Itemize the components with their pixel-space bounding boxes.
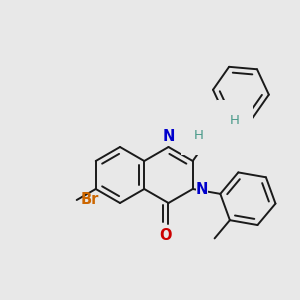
Text: N: N [162,129,175,144]
Text: H: H [194,129,204,142]
Text: Br: Br [81,193,99,208]
Text: H: H [230,114,240,127]
Text: N: N [196,182,208,196]
Text: O: O [159,228,172,243]
